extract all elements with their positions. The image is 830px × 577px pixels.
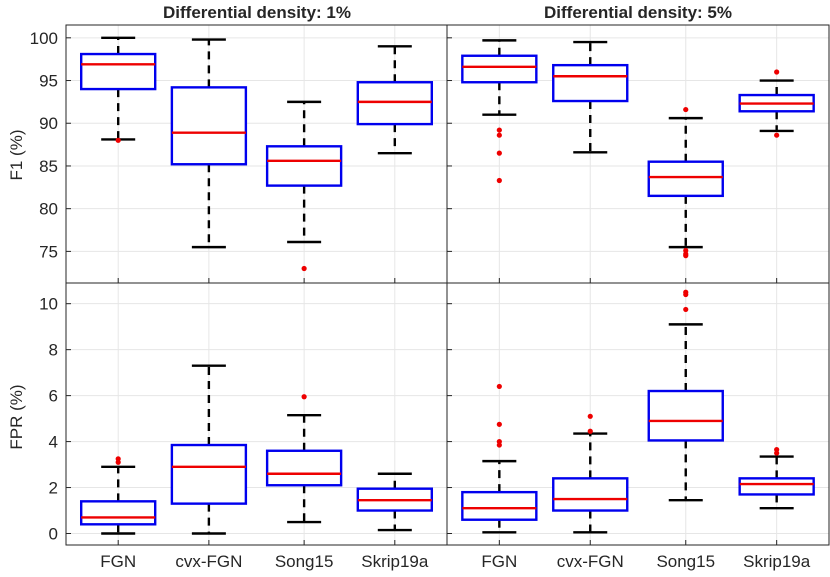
axes-frame	[65, 24, 830, 546]
y-tick-label: 90	[39, 114, 58, 133]
x-tick-label: cvx-FGN	[175, 552, 242, 571]
outlier-point	[301, 265, 307, 272]
outlier-point	[115, 459, 121, 465]
outlier-point	[774, 132, 780, 138]
iqr-box	[738, 477, 815, 496]
iqr-box	[461, 54, 538, 84]
iqr-box	[79, 500, 157, 526]
box-layer	[79, 52, 815, 526]
y-axis-label-f1: F1 (%)	[7, 130, 26, 181]
outlier-point	[496, 421, 502, 427]
y-tick-label: 95	[39, 72, 58, 91]
y-tick-label: 75	[39, 242, 58, 261]
iqr-box	[79, 52, 157, 91]
y-tick-label: 10	[39, 295, 58, 314]
column-title-left: Differential density: 1%	[163, 3, 351, 22]
column-title-right: Differential density: 5%	[544, 3, 732, 22]
outlier-point	[683, 291, 689, 298]
tick-label-layer: 75 80 85 90 95 100 0 2 4 6 8 10 FGN cvx-FGN Song15 Skri…	[30, 29, 811, 571]
outlier-layer	[115, 69, 780, 465]
outlier-point	[774, 69, 780, 75]
y-tick-label: 85	[39, 157, 58, 176]
x-tick-label: Song15	[275, 552, 334, 571]
outlier-point	[301, 394, 307, 400]
iqr-box	[170, 443, 248, 505]
iqr-box	[647, 160, 724, 198]
y-tick-label: 2	[49, 479, 58, 498]
x-tick-label: Skrip19a	[743, 552, 811, 571]
outlier-point	[587, 413, 593, 419]
y-tick-label: 80	[39, 200, 58, 219]
iqr-box	[552, 63, 629, 103]
iqr-box	[265, 449, 343, 487]
y-axis-label-fpr: FPR (%)	[7, 384, 26, 449]
iqr-box	[552, 477, 629, 512]
x-tick-label: Song15	[656, 552, 715, 571]
y-tick-label: 0	[49, 525, 58, 544]
iqr-box	[356, 81, 434, 126]
x-tick-label: FGN	[100, 552, 136, 571]
outlier-point	[496, 383, 502, 390]
whisker-layer	[101, 36, 794, 535]
x-tick-label: Skrip19a	[361, 552, 429, 571]
outlier-point	[496, 150, 502, 156]
outlier-point	[587, 428, 593, 434]
outlier-point	[496, 132, 502, 138]
outlier-point	[774, 450, 780, 456]
x-tick-label: FGN	[481, 552, 517, 571]
y-tick-label: 8	[49, 341, 58, 360]
outlier-point	[683, 106, 689, 113]
outlier-point	[496, 177, 502, 184]
axes-box	[446, 282, 830, 546]
iqr-box	[461, 490, 538, 521]
y-tick-label: 6	[49, 387, 58, 406]
outlier-point	[115, 137, 121, 143]
outlier-point	[496, 127, 502, 133]
iqr-box	[170, 86, 248, 166]
y-tick-label: 4	[49, 433, 58, 452]
iqr-box	[265, 145, 343, 187]
outlier-point	[683, 253, 689, 259]
iqr-box	[647, 389, 724, 442]
y-tick-label: 100	[30, 29, 58, 48]
outlier-point	[683, 306, 689, 313]
x-tick-label: cvx-FGN	[557, 552, 624, 571]
outlier-point	[496, 442, 502, 448]
